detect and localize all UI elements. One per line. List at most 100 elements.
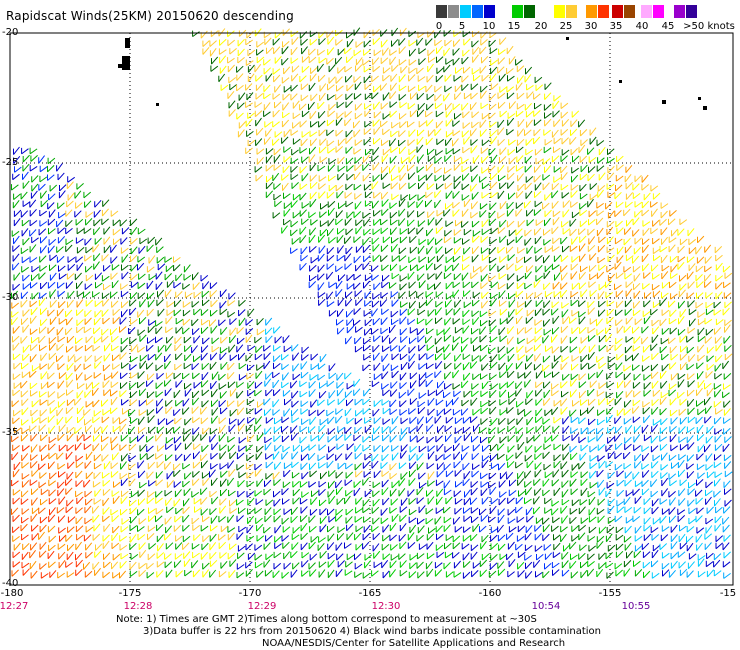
wind-barb xyxy=(30,190,38,199)
wind-barb xyxy=(11,480,19,487)
wind-barb xyxy=(481,455,490,462)
wind-barb xyxy=(362,212,371,219)
wind-barb xyxy=(598,362,607,369)
wind-barb xyxy=(641,209,650,217)
wind-barb xyxy=(247,112,255,119)
wind-barb xyxy=(499,382,507,390)
wind-barb xyxy=(479,65,487,74)
wind-barb xyxy=(444,264,453,272)
wind-barb xyxy=(697,379,705,389)
wind-barb xyxy=(147,299,155,308)
wind-barb xyxy=(299,426,308,433)
wind-barb xyxy=(445,203,453,210)
wind-barb xyxy=(274,535,282,543)
wind-barb xyxy=(49,570,57,579)
wind-barb xyxy=(544,471,553,479)
map-title: Rapidscat Winds(25KM) 20150620 descendin… xyxy=(6,9,294,23)
wind-barb xyxy=(596,209,605,217)
wind-barb xyxy=(723,534,731,542)
wind-barb xyxy=(561,569,570,577)
wind-barb xyxy=(229,418,237,425)
wind-barb xyxy=(569,346,578,353)
wind-barb xyxy=(634,545,643,552)
wind-barb xyxy=(147,373,155,381)
wind-barb xyxy=(381,383,389,390)
wind-barb xyxy=(443,488,452,496)
wind-barb xyxy=(245,463,254,470)
wind-barb xyxy=(580,409,588,416)
wind-barb xyxy=(354,193,362,200)
wind-barb xyxy=(715,282,723,290)
wind-barb xyxy=(632,352,639,362)
wind-barb xyxy=(237,407,245,416)
wind-barb xyxy=(705,453,713,462)
wind-barb xyxy=(337,532,345,541)
wind-barb xyxy=(165,569,173,578)
wind-barb xyxy=(309,569,317,577)
wind-barb xyxy=(641,488,650,496)
wind-barb xyxy=(40,236,48,244)
wind-barb xyxy=(130,238,138,245)
wind-barb xyxy=(380,462,388,470)
wind-barb xyxy=(48,489,56,497)
wind-barb xyxy=(615,309,623,317)
wind-barb xyxy=(472,155,480,164)
wind-barb xyxy=(589,470,597,479)
wind-barb xyxy=(419,482,427,489)
wind-barb xyxy=(490,59,498,66)
wind-barb xyxy=(570,389,577,398)
wind-barb xyxy=(236,572,245,579)
wind-barb xyxy=(300,246,308,255)
wind-barb xyxy=(246,373,254,380)
wind-barb xyxy=(471,470,480,478)
wind-barb xyxy=(372,65,381,73)
wind-barb xyxy=(425,137,433,146)
wind-barb xyxy=(614,452,623,460)
wind-barb xyxy=(578,417,586,425)
wind-barb xyxy=(444,371,452,380)
wind-barb xyxy=(227,30,235,38)
wind-barb xyxy=(209,542,217,551)
wind-barb xyxy=(65,506,74,514)
wind-barb xyxy=(526,515,534,523)
wind-barb xyxy=(164,360,172,370)
wind-barb xyxy=(210,299,218,308)
wind-barb xyxy=(516,103,525,110)
wind-barb xyxy=(508,526,517,533)
wind-barb xyxy=(524,410,532,417)
wind-barb xyxy=(471,355,480,362)
wind-barb xyxy=(479,128,487,137)
wind-barb xyxy=(219,390,227,399)
wind-barb xyxy=(704,396,711,406)
wind-barb xyxy=(182,327,190,335)
wind-barb xyxy=(499,308,508,316)
wind-barb xyxy=(650,526,659,534)
wind-barb xyxy=(598,146,606,156)
wind-barb xyxy=(489,238,497,245)
wind-barb xyxy=(641,463,649,470)
wind-barb xyxy=(678,488,686,497)
wind-barb xyxy=(93,261,100,270)
wind-barb xyxy=(335,94,343,101)
wind-barb xyxy=(391,243,398,253)
wind-barb xyxy=(12,561,21,568)
wind-barb xyxy=(227,532,235,541)
wind-barb xyxy=(273,74,281,83)
wind-barb xyxy=(525,507,533,516)
wind-barb xyxy=(426,552,435,560)
wind-barb xyxy=(219,55,227,64)
wind-barb xyxy=(301,55,310,63)
wind-barb xyxy=(588,418,596,426)
wind-barb xyxy=(175,453,183,462)
wind-barb xyxy=(48,544,56,552)
wind-barb xyxy=(337,228,345,235)
wind-barb xyxy=(714,373,723,380)
wind-barb xyxy=(76,262,84,271)
wind-barb xyxy=(362,59,371,66)
wind-barb xyxy=(534,545,543,552)
wind-barb xyxy=(389,522,397,532)
wind-barb xyxy=(83,191,92,199)
wind-barb xyxy=(408,571,417,579)
wind-barb xyxy=(74,363,82,372)
wind-barb xyxy=(642,244,649,254)
